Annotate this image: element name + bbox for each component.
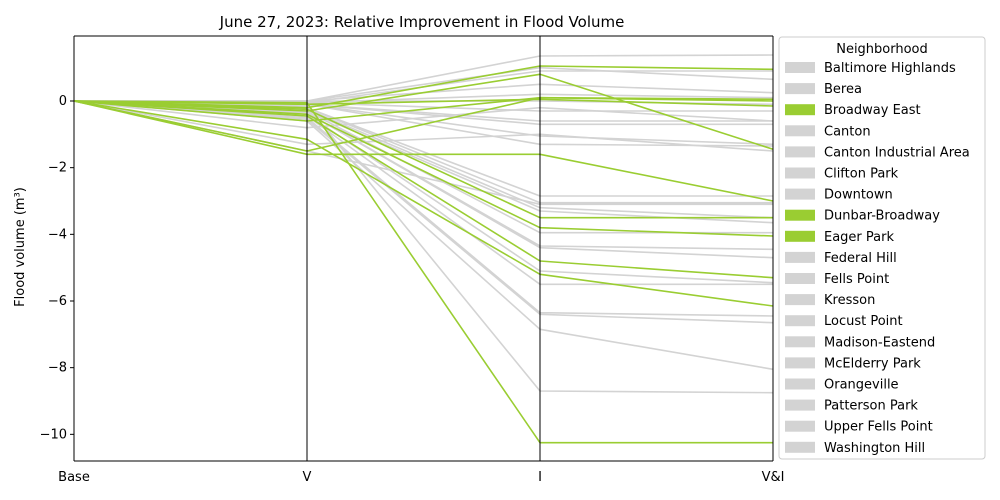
legend-item-label: Locust Point	[824, 314, 903, 329]
legend-frame	[778, 36, 986, 460]
highlight-series-line-6	[73, 100, 774, 237]
legend-item-label: Canton	[824, 124, 871, 139]
y-tick-label: 0	[59, 94, 67, 109]
axes	[73, 35, 774, 462]
legend-swatch	[785, 420, 815, 432]
legend-swatch	[785, 336, 815, 348]
legend-item-label: Baltimore Highlands	[824, 61, 956, 76]
legend-swatch	[785, 188, 815, 200]
legend-item-label: Fells Point	[824, 272, 889, 287]
legend-swatch	[785, 125, 815, 137]
y-tick-label: −8	[48, 361, 67, 376]
legend-swatch	[785, 441, 815, 453]
legend-swatch	[785, 315, 815, 327]
highlight-series-line-9	[73, 100, 773, 444]
legend-swatch	[785, 146, 815, 158]
legend: Neighborhood Baltimore Highlands Berea Bro…	[778, 36, 986, 460]
legend-swatch	[785, 167, 815, 179]
legend-item-label: Orangeville	[824, 378, 899, 393]
y-tick-label: −2	[48, 161, 67, 176]
highlight-series-line-10	[73, 96, 774, 122]
x-tick-label: V&I	[762, 470, 785, 485]
highlight-series-line-7	[73, 100, 774, 279]
legend-item-label: Downtown	[824, 188, 893, 203]
gray-series-line-25	[73, 100, 774, 152]
legend-item-label: Federal Hill	[824, 251, 897, 266]
series-lines	[73, 54, 774, 444]
highlight-series-line-8	[73, 100, 774, 307]
legend-swatch	[785, 357, 815, 369]
legend-item-label: McElderry Park	[824, 356, 921, 371]
highlight-series-line-0	[73, 100, 774, 202]
legend-item-label: Kresson	[824, 293, 875, 308]
tick-labels: 0 −2 −4 −6 −8 −10 Base V I V&I	[40, 94, 785, 485]
legend-swatch	[785, 83, 815, 95]
gray-series-line-0	[74, 54, 774, 102]
legend-swatch	[785, 273, 815, 284]
legend-item-label: Upper Fells Point	[824, 420, 933, 435]
gray-series-line-18	[73, 100, 774, 284]
y-axis-label: Flood volume (m³)	[13, 187, 28, 307]
legend-swatch	[785, 104, 815, 116]
y-tick-label: −10	[40, 427, 67, 442]
legend-item-label: Broadway East	[824, 103, 921, 118]
gray-series-line-21	[73, 100, 774, 324]
legend-item-label: Eager Park	[824, 230, 894, 245]
x-tick-label: I	[538, 470, 542, 485]
legend-swatch	[785, 399, 815, 411]
legend-swatch	[785, 294, 815, 306]
legend-item-label: Canton Industrial Area	[824, 145, 970, 160]
legend-item-label: Dunbar-Broadway	[824, 209, 940, 224]
highlight-series-line-1	[73, 96, 774, 152]
legend-swatch	[785, 62, 815, 73]
legend-swatch	[785, 251, 815, 263]
legend-item-label: Madison-Eastend	[824, 335, 935, 350]
legend-entries: Baltimore Highlands Berea Broadway East Can…	[785, 61, 970, 456]
highlight-series-line-5	[73, 100, 773, 219]
chart-title: June 27, 2023: Relative Improvement in F…	[219, 13, 625, 31]
y-tick-label: −4	[48, 227, 67, 242]
legend-swatch	[785, 378, 815, 390]
legend-swatch	[785, 209, 815, 221]
x-tick-label: Base	[58, 470, 90, 485]
legend-item-label: Berea	[824, 82, 862, 97]
highlight-series-line-3	[73, 73, 774, 151]
legend-swatch	[785, 230, 815, 242]
x-tick-label: V	[303, 470, 312, 485]
y-tick-label: −6	[48, 294, 67, 309]
gray-series-line-26	[73, 100, 774, 129]
legend-item-label: Clifton Park	[824, 167, 899, 182]
gray-series-line-23	[73, 100, 774, 394]
legend-item-label: Patterson Park	[824, 399, 918, 414]
legend-title: Neighborhood	[836, 42, 928, 57]
legend-item-label: Washington Hill	[824, 441, 925, 456]
